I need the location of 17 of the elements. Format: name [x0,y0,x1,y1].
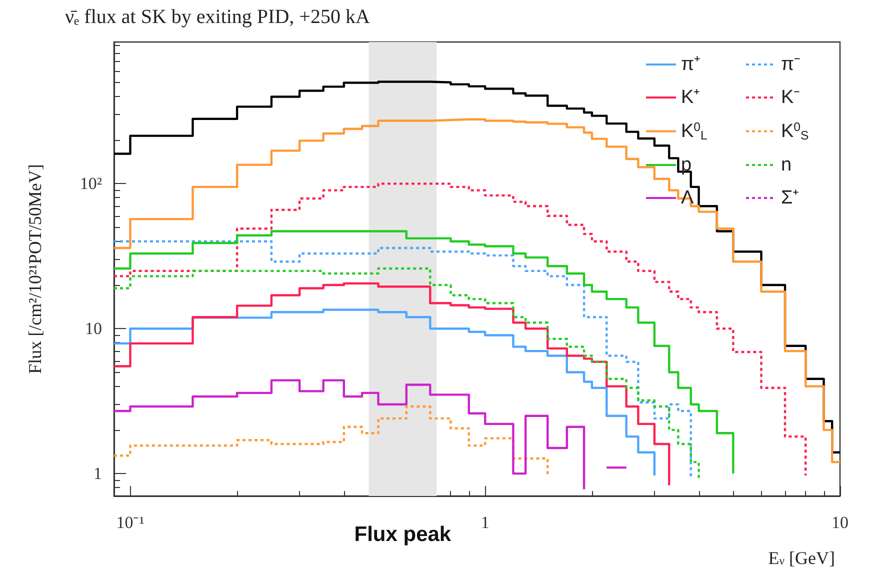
legend-label: K⁺ [681,87,700,108]
legend-label: Σ⁺ [781,188,799,209]
band-label: Flux peak [354,523,452,546]
y-tick-label: 10 [85,319,102,338]
x-tick-label: 10⁻¹ [116,513,144,532]
y-tick-label: 10² [80,174,102,194]
legend-label: K⁻ [781,87,800,108]
legend-label: π⁻ [781,54,800,75]
x-axis-title: Eν [GeV] [768,548,836,568]
y-axis-title: Flux [/cm²/10²¹POT/50MeV] [25,164,45,374]
x-tick-label: 10 [832,513,848,532]
x-tick-label: 1 [480,513,490,532]
legend-label: π⁺ [681,54,700,75]
legend-label: p [681,154,692,176]
y-tick-label: 1 [94,464,102,484]
legend-label: n [781,154,792,176]
chart-title: ν̄ₑ flux at SK by exiting PID, +250 kA [65,6,370,28]
